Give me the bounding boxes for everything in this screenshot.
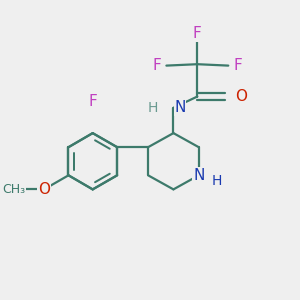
Text: N: N — [193, 168, 204, 183]
Text: F: F — [88, 94, 97, 109]
Text: N: N — [174, 100, 186, 115]
Text: F: F — [153, 58, 161, 73]
Text: CH₃: CH₃ — [2, 183, 25, 196]
Text: H: H — [212, 174, 222, 188]
Text: F: F — [193, 26, 202, 41]
Text: O: O — [38, 182, 50, 197]
Text: H: H — [148, 101, 158, 115]
Text: F: F — [233, 58, 242, 73]
Text: O: O — [235, 89, 247, 104]
